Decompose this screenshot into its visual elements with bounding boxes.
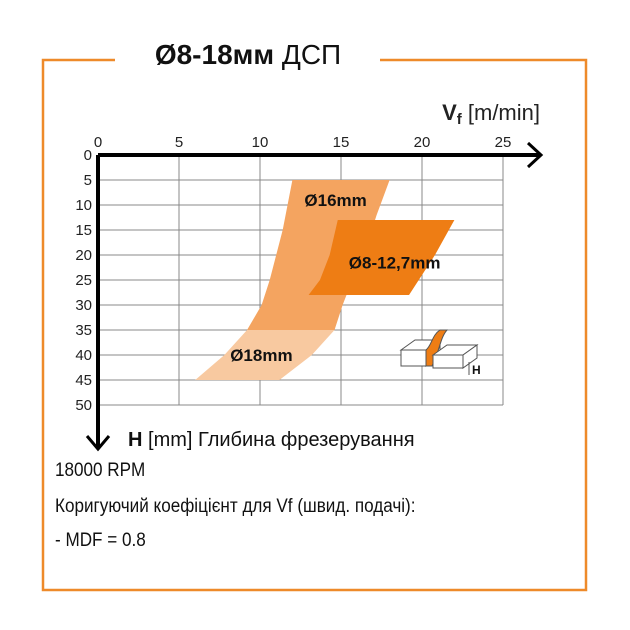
x-axis-arrow-icon (526, 141, 544, 169)
y-axis-label: H [mm] Глибина фрезерування (128, 429, 415, 451)
x-tick-label: 25 (495, 134, 512, 151)
profile-icon: H (399, 329, 481, 377)
rpm-text: 18000 RPM (55, 460, 146, 481)
y-axis-arrow-icon (85, 435, 111, 452)
y-tick-label: 45 (75, 372, 92, 389)
icon-h-label: H (472, 363, 481, 377)
x-tick-label: 20 (414, 134, 431, 151)
x-axis-label: Vf [m/min] (442, 100, 540, 128)
x-tick-label: 15 (333, 134, 350, 151)
region-Ø16mm (247, 180, 390, 330)
y-tick-label: 15 (75, 222, 92, 239)
x-tick-label: 0 (94, 134, 102, 151)
y-tick-label: 40 (75, 347, 92, 364)
y-tick-label: 25 (75, 272, 92, 289)
regions: Ø16mm Ø18mm Ø8-12,7mm (195, 180, 455, 380)
y-tick-label: 30 (75, 297, 92, 314)
region-label: Ø16mm (304, 191, 366, 210)
x-tick-label: 5 (175, 134, 183, 151)
chart-title: Ø8-18мм ДСП (155, 39, 341, 70)
region-Ø8-12,7mm (308, 220, 455, 295)
mdf-text: - MDF = 0.8 (55, 530, 146, 551)
y-tick-label: 5 (84, 172, 92, 189)
y-tick-label: 10 (75, 197, 92, 214)
region-label: Ø8-12,7mm (349, 254, 441, 273)
coefficient-text: Коригуючий коефіцієнт для Vf (швид. пода… (55, 496, 416, 517)
y-tick-label: 0 (84, 147, 92, 164)
y-tick-label: 20 (75, 247, 92, 264)
x-tick-label: 10 (252, 134, 269, 151)
region-label: Ø18mm (230, 346, 292, 365)
frame (41, 58, 588, 592)
y-tick-label: 35 (75, 322, 92, 339)
y-tick-label: 50 (75, 397, 92, 414)
region-Ø18mm (195, 330, 335, 380)
axes: 0 5 10 15 20 25 0 5 10 15 20 25 30 35 40 45 50 (75, 134, 544, 452)
